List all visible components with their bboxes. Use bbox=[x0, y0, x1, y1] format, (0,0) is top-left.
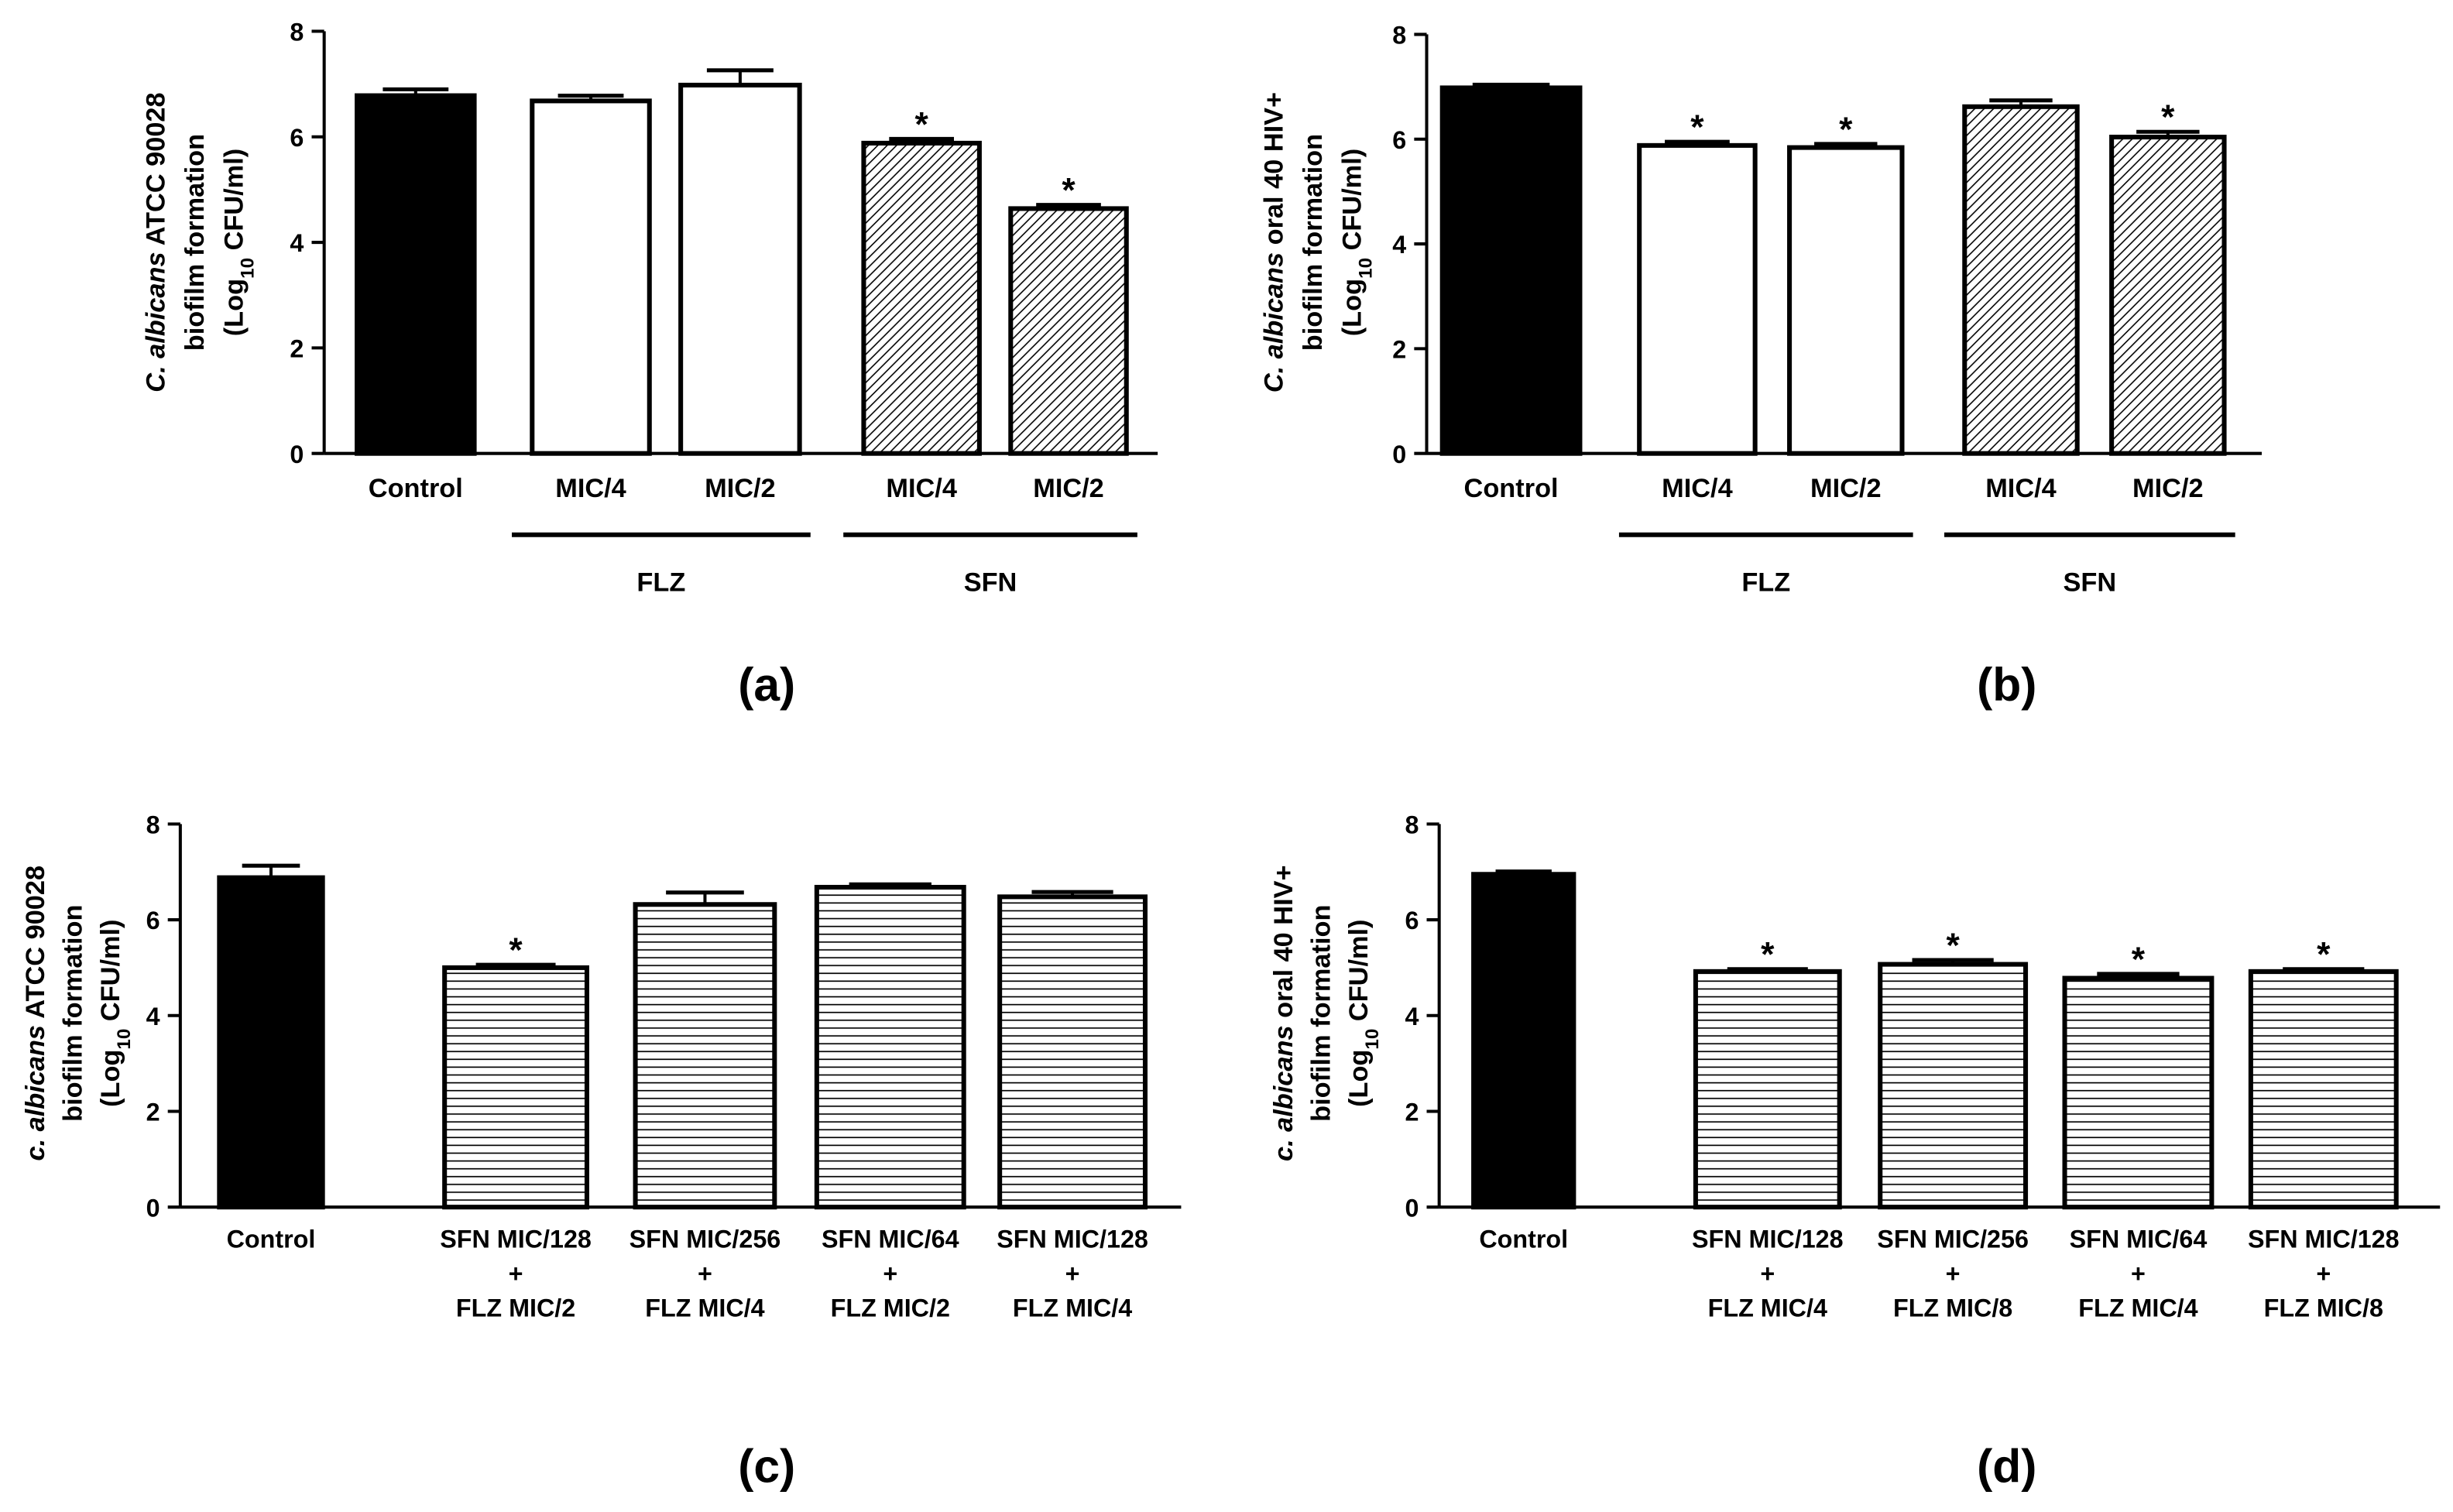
bar bbox=[1693, 969, 1842, 1210]
y-tick-label: 8 bbox=[290, 19, 304, 46]
y-axis-label: (Log10 CFU/ml) bbox=[96, 920, 135, 1107]
bar bbox=[217, 875, 325, 1210]
y-axis-label: biofilm formation bbox=[1299, 134, 1328, 351]
panel-a: 0 2 4 6 8 C. albicans ATCC 90028 biofilm forma… bbox=[142, 19, 1158, 711]
x-tick-label: MIC/4 bbox=[1985, 474, 2057, 503]
bar bbox=[997, 894, 1148, 1210]
y-tick-label: 4 bbox=[1405, 1003, 1419, 1030]
significance-marker: * bbox=[1946, 927, 1960, 965]
bar bbox=[2062, 975, 2215, 1210]
significance-marker: * bbox=[2161, 98, 2175, 136]
group-label: FLZ bbox=[1741, 567, 1790, 597]
y-axis-label: c. albicans ATCC 90028 bbox=[21, 866, 50, 1161]
x-tick-label: Control bbox=[369, 474, 463, 503]
significance-marker: * bbox=[2132, 941, 2146, 979]
x-tick-label: Control bbox=[1464, 474, 1559, 503]
bar bbox=[2248, 969, 2399, 1210]
bar bbox=[1962, 104, 2080, 456]
panel-label: (a) bbox=[738, 658, 795, 711]
x-tick-label: SFN MIC/256 + FLZ MIC/4 bbox=[630, 1226, 781, 1322]
y-tick-label: 6 bbox=[146, 907, 160, 934]
group-label: SFN bbox=[964, 567, 1017, 597]
y-axis-label: (Log10 CFU/ml) bbox=[1338, 149, 1377, 336]
y-tick-label: 0 bbox=[290, 441, 304, 468]
panel-c: 0 2 4 6 8 c. albicans ATCC 90028 biofilm forma… bbox=[21, 811, 1182, 1493]
x-tick-label: MIC/4 bbox=[555, 474, 626, 503]
bar bbox=[633, 902, 777, 1210]
bar bbox=[1787, 145, 1905, 456]
bar bbox=[355, 93, 477, 456]
y-tick-label: 6 bbox=[1392, 126, 1406, 154]
x-tick-label: SFN MIC/128 + FLZ MIC/4 bbox=[1692, 1226, 1844, 1322]
x-tick-label: Control bbox=[227, 1226, 316, 1253]
y-tick-label: 2 bbox=[1405, 1099, 1419, 1126]
y-axis-label: c. albicans oral 40 HIV+ bbox=[1269, 865, 1299, 1161]
bar bbox=[442, 965, 589, 1210]
x-tick-label: SFN MIC/128 + FLZ MIC/4 bbox=[997, 1226, 1148, 1322]
y-tick-label: 2 bbox=[146, 1099, 160, 1126]
y-tick-label: 4 bbox=[146, 1003, 160, 1030]
panel-label: (d) bbox=[1977, 1440, 2036, 1493]
y-axis-label: biofilm formation bbox=[59, 905, 88, 1122]
x-tick-label: SFN MIC/128 + FLZ MIC/8 bbox=[2248, 1226, 2400, 1322]
significance-marker: * bbox=[915, 105, 929, 143]
x-tick-label: SFN MIC/256 + FLZ MIC/8 bbox=[1877, 1226, 2029, 1322]
bar bbox=[1008, 206, 1129, 456]
y-axis-label: biofilm formation bbox=[1306, 905, 1336, 1122]
bar bbox=[530, 98, 652, 456]
significance-marker: * bbox=[2317, 936, 2331, 974]
y-tick-label: 4 bbox=[290, 229, 304, 257]
panel-label: (b) bbox=[1977, 658, 2036, 711]
y-tick-label: 8 bbox=[146, 811, 160, 838]
y-tick-label: 2 bbox=[1392, 335, 1406, 363]
significance-marker: * bbox=[1839, 111, 1853, 149]
group-label: SFN bbox=[2064, 567, 2117, 597]
x-tick-label: MIC/2 bbox=[1033, 474, 1104, 503]
x-tick-label: SFN MIC/64 + FLZ MIC/2 bbox=[822, 1226, 959, 1322]
y-tick-label: 8 bbox=[1405, 811, 1419, 838]
x-tick-label: MIC/4 bbox=[1662, 474, 1733, 503]
y-tick-label: 0 bbox=[1405, 1194, 1419, 1222]
x-tick-label: MIC/2 bbox=[2132, 474, 2204, 503]
bar bbox=[2109, 135, 2227, 456]
bar bbox=[1439, 85, 1583, 456]
y-tick-label: 0 bbox=[1392, 441, 1406, 468]
significance-marker: * bbox=[509, 931, 523, 969]
y-axis-label: C. albicans ATCC 90028 bbox=[142, 92, 171, 392]
bar bbox=[814, 884, 966, 1210]
y-axis-label: biofilm formation bbox=[180, 134, 210, 351]
x-tick-label: Control bbox=[1479, 1226, 1568, 1253]
significance-marker: * bbox=[1062, 172, 1076, 210]
group-label: FLZ bbox=[636, 567, 685, 597]
x-tick-label: MIC/2 bbox=[705, 474, 776, 503]
bar bbox=[1637, 142, 1758, 456]
x-tick-label: SFN MIC/128 + FLZ MIC/2 bbox=[440, 1226, 592, 1322]
bar bbox=[861, 140, 982, 456]
x-tick-label: SFN MIC/64 + FLZ MIC/4 bbox=[2070, 1226, 2208, 1322]
bar bbox=[1471, 872, 1576, 1210]
panel-label: (c) bbox=[738, 1440, 795, 1493]
y-tick-label: 6 bbox=[1405, 907, 1419, 934]
y-tick-label: 0 bbox=[146, 1194, 160, 1222]
significance-marker: * bbox=[1690, 108, 1704, 146]
x-tick-label: MIC/2 bbox=[1810, 474, 1882, 503]
y-tick-label: 6 bbox=[290, 124, 304, 152]
bar bbox=[678, 82, 802, 456]
y-axis-label: (Log10 CFU/ml) bbox=[1344, 920, 1383, 1107]
panel-d: 0 2 4 6 8 c. albicans oral 40 HIV+ biofilm for… bbox=[1269, 811, 2441, 1493]
panel-b: 0 2 4 6 8 C. albicans oral 40 HIV+ biofilm for… bbox=[1260, 22, 2263, 711]
x-tick-label: MIC/4 bbox=[886, 474, 957, 503]
y-axis-label: C. albicans oral 40 HIV+ bbox=[1260, 92, 1289, 393]
significance-marker: * bbox=[1761, 936, 1775, 974]
y-axis-label: (Log10 CFU/ml) bbox=[220, 149, 259, 336]
bar bbox=[1878, 962, 2029, 1210]
y-tick-label: 2 bbox=[290, 334, 304, 362]
y-tick-label: 8 bbox=[1392, 22, 1406, 50]
y-tick-label: 4 bbox=[1392, 231, 1406, 259]
